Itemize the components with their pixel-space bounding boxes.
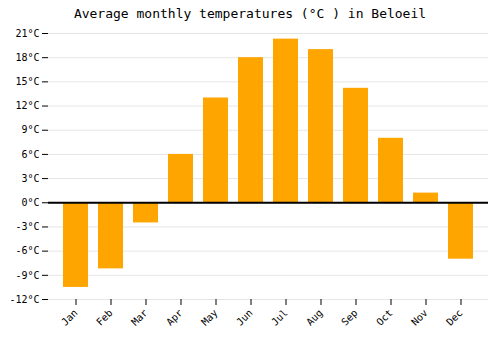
svg-text:-6°C: -6°C [15,245,39,256]
svg-text:Aug: Aug [304,307,325,328]
svg-text:Apr: Apr [164,307,185,328]
svg-text:21°C: 21°C [15,28,39,39]
svg-text:-12°C: -12°C [9,294,39,305]
svg-text:Dec: Dec [444,307,465,328]
svg-text:3°C: 3°C [21,173,39,184]
svg-text:Jun: Jun [234,307,255,328]
svg-text:-3°C: -3°C [15,221,39,232]
svg-text:Nov: Nov [409,307,430,328]
svg-text:6°C: 6°C [21,149,39,160]
svg-text:Jan: Jan [59,307,80,328]
svg-text:Feb: Feb [94,307,115,328]
svg-text:9°C: 9°C [21,124,39,135]
svg-text:Mar: Mar [129,307,150,328]
svg-text:May: May [199,307,220,328]
svg-text:18°C: 18°C [15,52,39,63]
svg-text:-9°C: -9°C [15,270,39,281]
svg-text:Sep: Sep [339,307,360,328]
svg-text:0°C: 0°C [21,197,39,208]
svg-text:Jul: Jul [269,307,290,328]
svg-text:12°C: 12°C [15,100,39,111]
svg-text:15°C: 15°C [15,76,39,87]
svg-text:Oct: Oct [374,307,395,328]
html-text:Average monthly temperatures (: Average monthly temperatures (°C ) in Be… [73,6,427,21]
